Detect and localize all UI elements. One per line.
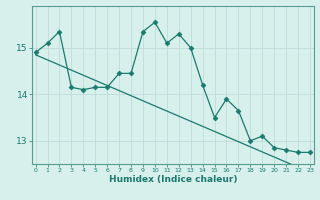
X-axis label: Humidex (Indice chaleur): Humidex (Indice chaleur) (108, 175, 237, 184)
